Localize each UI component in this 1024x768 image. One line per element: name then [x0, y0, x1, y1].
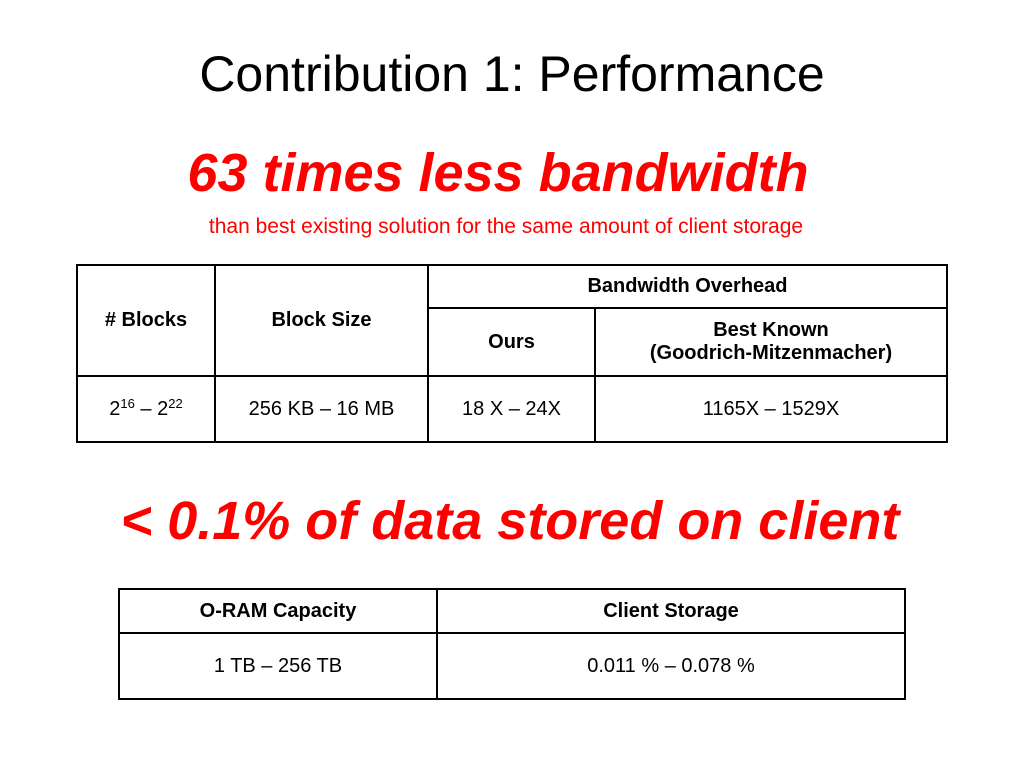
bandwidth-table: # Blocks Block Size Bandwidth Overhead O…	[76, 264, 948, 443]
storage-table: O-RAM Capacity Client Storage 1 TB – 256…	[118, 588, 906, 700]
blocks-base-1: 2	[109, 397, 121, 420]
slide-title: Contribution 1: Performance	[199, 46, 825, 102]
blocks-exp-1: 16	[120, 395, 135, 411]
header-capacity: O-RAM Capacity	[118, 588, 438, 634]
cell-best-known: 1165X – 1529X	[594, 375, 948, 443]
bandwidth-headline: 63 times less bandwidth	[187, 143, 809, 203]
header-bandwidth-overhead: Bandwidth Overhead	[427, 264, 948, 309]
cell-block-size: 256 KB – 16 MB	[214, 375, 429, 443]
header-best-known-sub: (Goodrich-Mitzenmacher)	[649, 342, 893, 364]
blocks-base-2: 2	[157, 397, 169, 420]
cell-client-storage: 0.011 % – 0.078 %	[436, 632, 906, 700]
header-best-known: Best Known (Goodrich-Mitzenmacher)	[594, 307, 948, 377]
client-storage-headline: < 0.1% of data stored on client	[120, 491, 900, 551]
header-best-known-label: Best Known	[713, 319, 829, 341]
bandwidth-subline: than best existing solution for the same…	[208, 215, 804, 238]
blocks-exp-2: 22	[168, 395, 183, 411]
cell-capacity: 1 TB – 256 TB	[118, 632, 438, 700]
blocks-dash: –	[134, 397, 158, 420]
cell-ours: 18 X – 24X	[427, 375, 596, 443]
cell-blocks: 216 – 222	[76, 375, 216, 443]
header-client-storage: Client Storage	[436, 588, 906, 634]
header-blocks: # Blocks	[76, 264, 216, 377]
header-block-size: Block Size	[214, 264, 429, 377]
header-ours: Ours	[427, 307, 596, 377]
